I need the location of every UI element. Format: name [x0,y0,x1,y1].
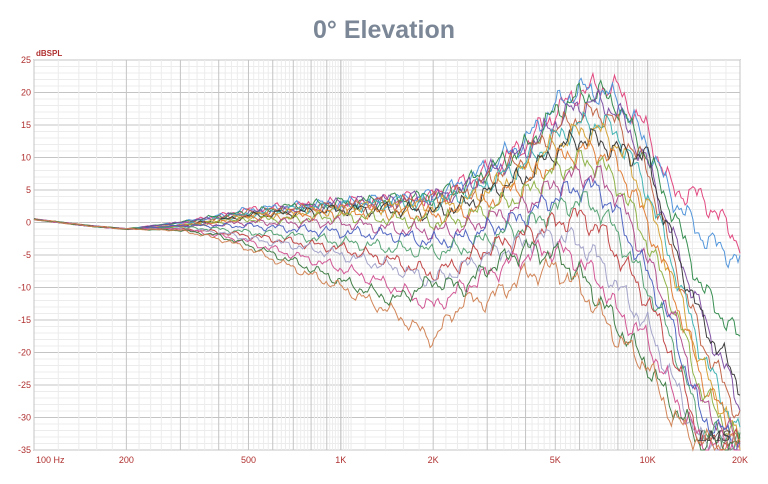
y-tick-label: -30 [18,413,31,423]
y-tick-label: 15 [21,120,31,130]
y-tick-label: 20 [21,88,31,98]
lms-watermark: LMS [697,429,731,445]
y-tick-label: 25 [21,55,31,65]
y-tick-label: -15 [18,315,31,325]
x-tick-label: 20K [732,455,748,465]
y-tick-label: -5 [23,250,31,260]
y-tick-labels: 25 20 15 10 5 0 -5 -10 -15 -20 -25 -30 -35 [18,55,31,455]
y-tick-label: -35 [18,445,31,455]
response-curve-4 [33,88,741,411]
x-tick-label: 2K [428,455,439,465]
x-tick-label: 500 [241,455,256,465]
x-tick-label: 200 [119,455,134,465]
y-tick-label: -10 [18,283,31,293]
x-tick-label: 5K [550,455,561,465]
response-curve-18 [33,219,741,452]
y-tick-label: 0 [26,218,31,228]
response-curve-12 [33,177,741,451]
response-curves [33,71,741,452]
x-tick-labels: 100 Hz 200 500 1K 2K 5K 10K 20K [36,455,748,465]
y-tick-label: -25 [18,380,31,390]
x-tick-label: 1K [335,455,346,465]
x-tick-label: 100 Hz [36,455,65,465]
y-axis-unit-label: dBSPL [36,49,62,58]
y-tick-label: 10 [21,153,31,163]
y-tick-label: 5 [26,185,31,195]
x-tick-label: 10K [640,455,656,465]
y-tick-label: -20 [18,348,31,358]
chart-title: 0° Elevation [313,16,455,44]
